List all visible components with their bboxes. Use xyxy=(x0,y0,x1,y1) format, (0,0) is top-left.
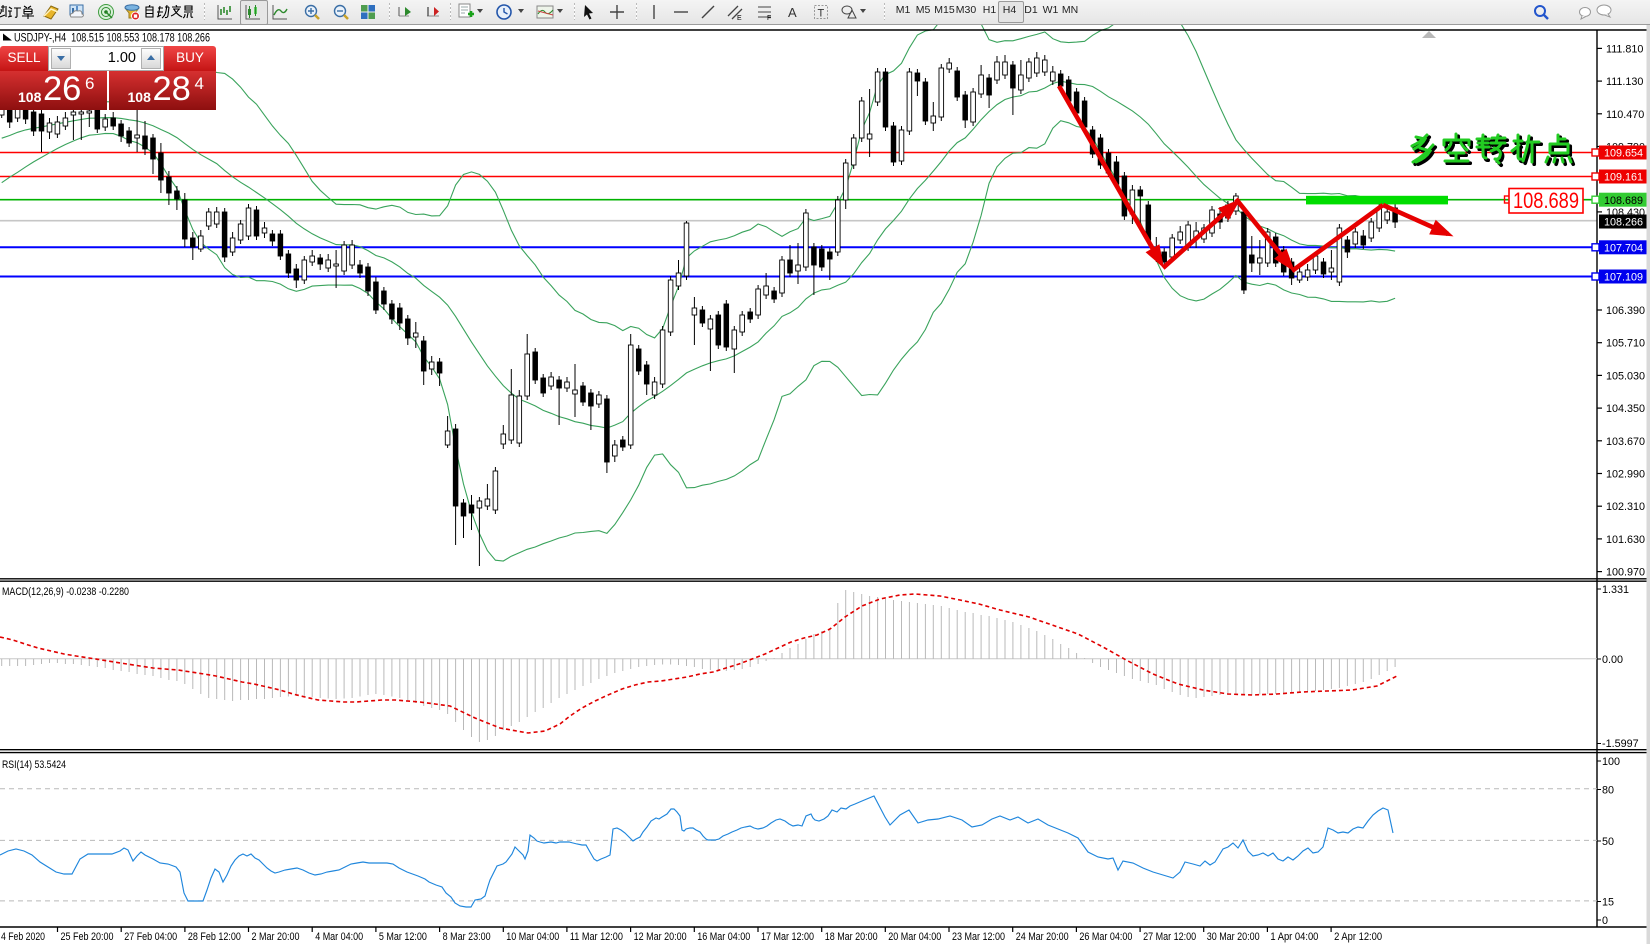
svg-text:2 Apr 12:00: 2 Apr 12:00 xyxy=(1334,931,1382,943)
svg-text:20 Mar 04:00: 20 Mar 04:00 xyxy=(888,931,941,943)
svg-text:102.310: 102.310 xyxy=(1606,501,1645,513)
svg-text:10 Mar 04:00: 10 Mar 04:00 xyxy=(506,931,559,943)
svg-text:1.331: 1.331 xyxy=(1602,584,1629,596)
svg-text:105.710: 105.710 xyxy=(1606,338,1645,350)
svg-text:30 Mar 20:00: 30 Mar 20:00 xyxy=(1207,931,1260,943)
svg-text:15: 15 xyxy=(1602,897,1614,909)
svg-text:27 Mar 12:00: 27 Mar 12:00 xyxy=(1143,931,1196,943)
svg-text:106.390: 106.390 xyxy=(1606,305,1645,317)
svg-text:104.350: 104.350 xyxy=(1606,403,1645,415)
svg-text:108.689: 108.689 xyxy=(1513,188,1579,213)
svg-text:24 Mar 20:00: 24 Mar 20:00 xyxy=(1016,931,1069,943)
svg-text:105.030: 105.030 xyxy=(1606,370,1645,382)
svg-text:27 Feb 04:00: 27 Feb 04:00 xyxy=(124,931,177,943)
svg-text:108.689: 108.689 xyxy=(1604,195,1643,207)
svg-text:16 Mar 04:00: 16 Mar 04:00 xyxy=(697,931,750,943)
svg-text:4 Feb 2020: 4 Feb 2020 xyxy=(1,931,45,943)
svg-text:-1.5997: -1.5997 xyxy=(1602,738,1639,750)
svg-text:107.704: 107.704 xyxy=(1604,243,1643,255)
svg-text:102.990: 102.990 xyxy=(1606,469,1645,481)
svg-text:MACD(12,26,9) -0.0238 -0.2280: MACD(12,26,9) -0.0238 -0.2280 xyxy=(2,586,129,598)
svg-text:1 Apr 04:00: 1 Apr 04:00 xyxy=(1270,931,1318,943)
svg-text:E: E xyxy=(737,15,742,21)
svg-text:26 Mar 04:00: 26 Mar 04:00 xyxy=(1079,931,1132,943)
svg-text:23 Mar 12:00: 23 Mar 12:00 xyxy=(952,931,1005,943)
svg-text:109.161: 109.161 xyxy=(1604,172,1643,184)
svg-text:4 Mar 04:00: 4 Mar 04:00 xyxy=(315,931,363,943)
svg-text:101.630: 101.630 xyxy=(1606,534,1645,546)
svg-text:0: 0 xyxy=(1602,915,1608,927)
svg-text:T: T xyxy=(818,8,825,20)
svg-text:50: 50 xyxy=(1602,836,1614,848)
svg-text:18 Mar 20:00: 18 Mar 20:00 xyxy=(825,931,878,943)
svg-text:100.970: 100.970 xyxy=(1606,567,1645,579)
svg-text:103.670: 103.670 xyxy=(1606,436,1645,448)
svg-text:5 Mar 12:00: 5 Mar 12:00 xyxy=(379,931,427,943)
svg-text:17 Mar 12:00: 17 Mar 12:00 xyxy=(761,931,814,943)
svg-text:100: 100 xyxy=(1602,756,1620,768)
svg-text:F: F xyxy=(767,15,771,21)
svg-text:2 Mar 20:00: 2 Mar 20:00 xyxy=(252,931,300,943)
svg-text:RSI(14) 53.5424: RSI(14) 53.5424 xyxy=(2,759,66,771)
svg-text:12 Mar 20:00: 12 Mar 20:00 xyxy=(634,931,687,943)
svg-text:11 Mar 12:00: 11 Mar 12:00 xyxy=(570,931,623,943)
svg-text:0.00: 0.00 xyxy=(1602,654,1623,666)
svg-text:111.130: 111.130 xyxy=(1606,76,1643,88)
svg-text:111.810: 111.810 xyxy=(1606,43,1643,55)
svg-text:28 Feb 12:00: 28 Feb 12:00 xyxy=(188,931,241,943)
svg-text:8 Mar 23:00: 8 Mar 23:00 xyxy=(443,931,491,943)
svg-text:A: A xyxy=(788,5,797,20)
svg-text:USDJPY-,H4 108.515 108.553 10: USDJPY-,H4 108.515 108.553 108.178 108.2… xyxy=(14,33,210,45)
svg-text:108.266: 108.266 xyxy=(1604,217,1643,229)
svg-text:80: 80 xyxy=(1602,785,1614,797)
svg-text:25 Feb 20:00: 25 Feb 20:00 xyxy=(61,931,114,943)
svg-text:109.654: 109.654 xyxy=(1604,148,1643,160)
svg-text:110.470: 110.470 xyxy=(1606,109,1644,121)
svg-text:107.109: 107.109 xyxy=(1604,272,1643,284)
